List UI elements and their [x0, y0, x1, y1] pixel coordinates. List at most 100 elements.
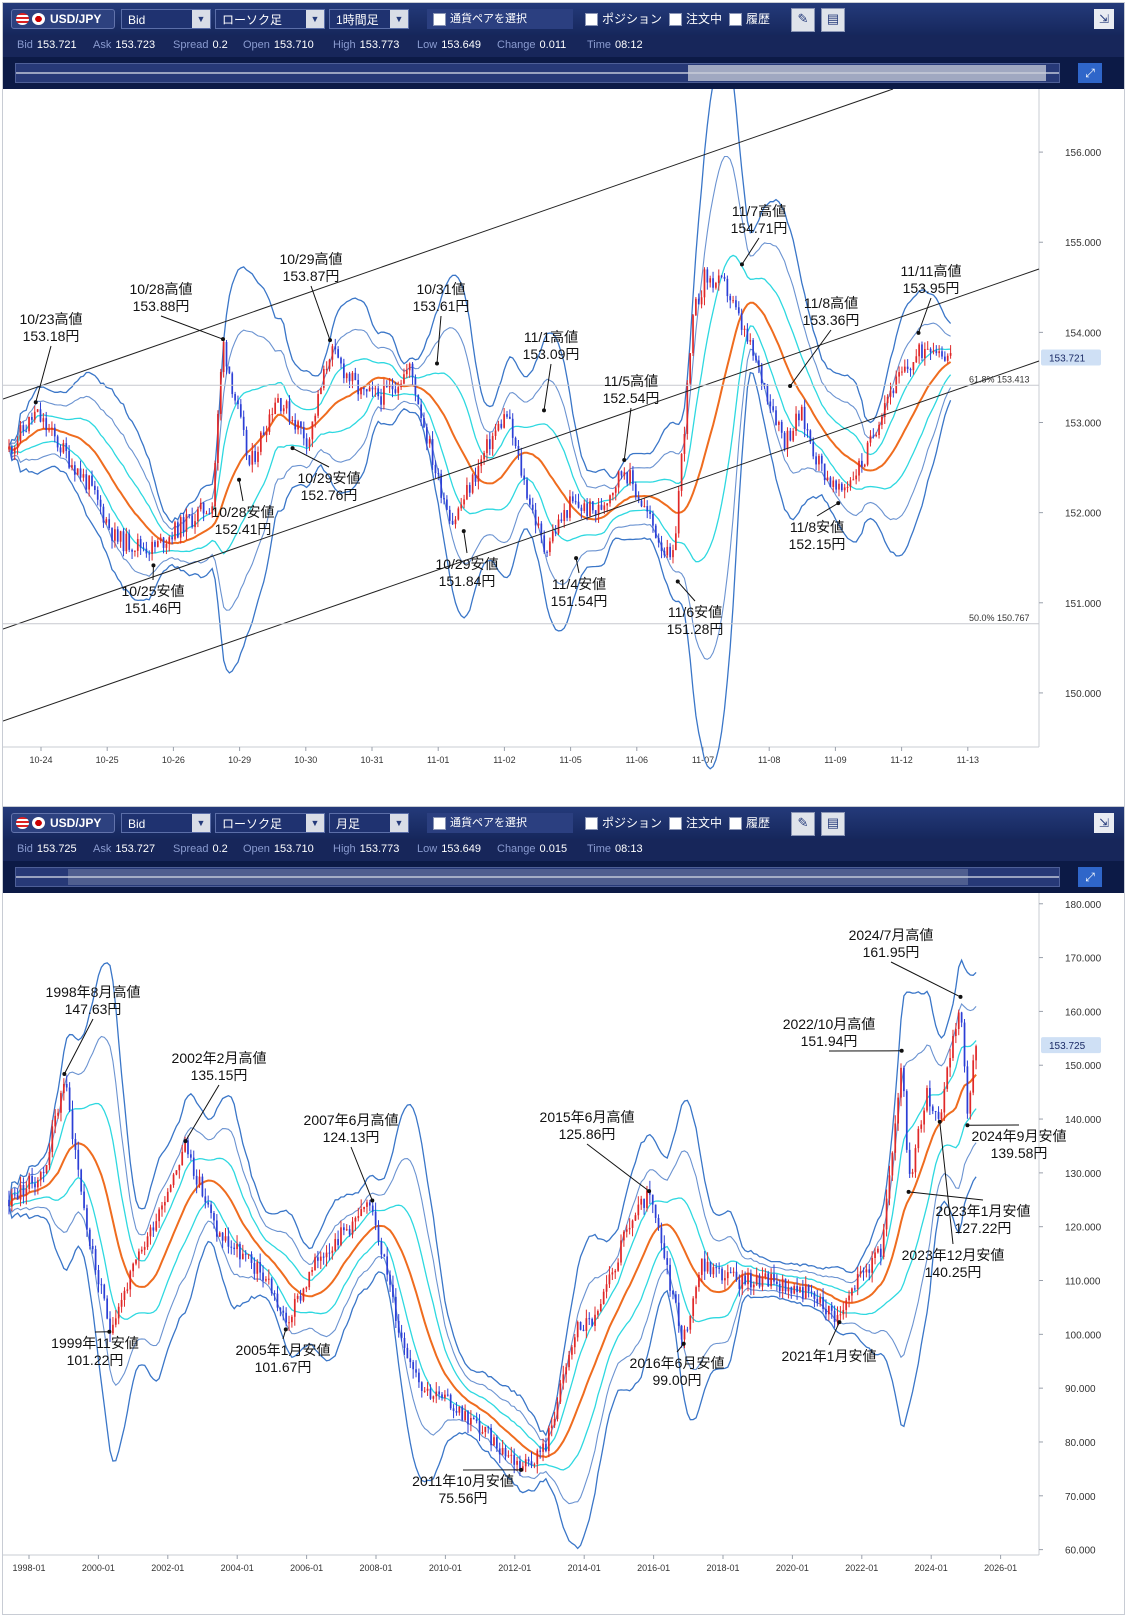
candle-body	[611, 1272, 614, 1275]
pair-selector[interactable]: USD/JPY	[11, 9, 115, 29]
candle-body	[108, 519, 111, 529]
candle-body	[881, 416, 883, 425]
chart-style-select[interactable]: ローソク足 ▼	[215, 9, 325, 29]
y-tick-label: 80.000	[1065, 1438, 1096, 1449]
history-toggle[interactable]: 履歴	[729, 813, 770, 833]
collapse-icon[interactable]: ⇲	[1094, 813, 1114, 833]
annotation-label: 2007年6月高値	[304, 1112, 399, 1128]
candle-body	[721, 1268, 723, 1281]
candle-body	[334, 346, 337, 350]
candle-body	[354, 1217, 357, 1222]
time-value: 08:13	[615, 843, 643, 855]
candle-body	[394, 389, 397, 393]
candle-body	[460, 504, 463, 509]
candle-body	[901, 371, 903, 373]
candle-body	[879, 1248, 882, 1257]
candle-body	[818, 455, 820, 465]
candle-body	[507, 1455, 510, 1457]
settings-panel-icon[interactable]: ▤	[821, 812, 845, 836]
order-toggle[interactable]: 注文中	[669, 813, 722, 833]
candle-body	[842, 1309, 845, 1315]
candle-body	[348, 1229, 351, 1235]
expand-icon[interactable]: ⤢	[1078, 63, 1102, 83]
candle-body	[506, 414, 508, 417]
timeframe-select[interactable]: 1時間足 ▼	[329, 9, 409, 29]
expand-icon[interactable]: ⤢	[1078, 867, 1102, 887]
annotation-value: 153.18円	[23, 328, 80, 344]
candle-body	[792, 430, 795, 441]
price-type-select[interactable]: Bid ▼	[121, 813, 211, 833]
candle-body	[293, 1298, 296, 1317]
draw-tool-icon[interactable]: ✎	[791, 812, 815, 836]
annotation-arrow	[292, 447, 330, 468]
candle-body	[568, 1354, 570, 1368]
chart-scrollbar[interactable]	[15, 63, 1060, 83]
price-type-select[interactable]: Bid ▼	[121, 9, 211, 29]
candle-body	[732, 300, 734, 302]
candle-body	[585, 1318, 588, 1331]
open-label: Open	[243, 843, 270, 855]
candle-body	[365, 389, 368, 392]
candle-body	[674, 533, 677, 551]
candle-body	[314, 415, 317, 422]
candle-body	[411, 363, 414, 378]
scroll-thumb[interactable]	[68, 869, 968, 885]
candle-body	[366, 1202, 368, 1207]
candle-body	[71, 1110, 74, 1140]
candle-body	[140, 1249, 143, 1252]
candle-body	[706, 1261, 709, 1272]
timeframe-select[interactable]: 月足 ▼	[329, 813, 409, 833]
chart-toolbar: USD/JPY Bid ▼ ローソク足 ▼ 1時間足 ▼ 通貨ペアを選択 ポジシ…	[3, 3, 1124, 35]
chart-style-select[interactable]: ローソク足 ▼	[215, 813, 325, 833]
position-toggle[interactable]: ポジション	[585, 813, 662, 833]
candle-body	[520, 454, 523, 476]
candle-body	[822, 1296, 824, 1309]
candle-body	[117, 1306, 120, 1319]
candle-body	[134, 550, 136, 552]
chart-scrollbar[interactable]	[15, 867, 1060, 887]
candle-body	[83, 1191, 85, 1209]
scroll-thumb[interactable]	[688, 65, 1046, 81]
candle-body	[795, 413, 797, 431]
collapse-icon[interactable]: ⇲	[1094, 9, 1114, 29]
candle-body	[943, 1088, 946, 1113]
candle-body	[609, 495, 611, 504]
candle-body	[311, 421, 314, 440]
candle-body	[766, 384, 769, 402]
pair-selector[interactable]: USD/JPY	[11, 813, 115, 833]
pair-select-button[interactable]: 通貨ペアを選択	[427, 9, 573, 29]
candle-body	[302, 1288, 305, 1301]
candle-body	[825, 1308, 827, 1315]
order-toggle[interactable]: 注文中	[669, 9, 722, 29]
chart-style-value: ローソク足	[222, 13, 283, 27]
candle-body	[524, 1459, 527, 1467]
candle-body	[937, 1111, 940, 1119]
annotation-label: 2015年6月高値	[540, 1109, 635, 1125]
candle-body	[48, 429, 50, 431]
spread-label: Spread	[173, 843, 209, 855]
candle-body	[208, 513, 211, 515]
hourly-chart-panel: USD/JPY Bid ▼ ローソク足 ▼ 1時間足 ▼ 通貨ペアを選択 ポジシ…	[2, 2, 1125, 807]
pair-select-button[interactable]: 通貨ペアを選択	[427, 813, 573, 833]
candle-body	[39, 409, 42, 422]
candle-body	[142, 547, 145, 549]
history-toggle[interactable]: 履歴	[729, 9, 770, 29]
bollinger-upper-2sigma	[8, 155, 951, 531]
annotation-arrow	[463, 530, 468, 554]
moving-average-line	[8, 1073, 977, 1459]
candle-body	[732, 1271, 735, 1273]
candle-body	[449, 1394, 452, 1409]
candle-body	[806, 429, 809, 431]
candle-body	[931, 1106, 934, 1112]
time-label: Time	[587, 39, 612, 51]
candle-body	[972, 1060, 975, 1093]
draw-tool-icon[interactable]: ✎	[791, 8, 815, 32]
candle-body	[245, 429, 248, 456]
candle-body	[65, 1083, 68, 1088]
change-value: 0.011	[539, 39, 567, 51]
candle-body	[855, 475, 858, 480]
candle-body	[516, 1460, 518, 1465]
candle-body	[94, 485, 96, 490]
settings-panel-icon[interactable]: ▤	[821, 8, 845, 32]
position-toggle[interactable]: ポジション	[585, 9, 662, 29]
